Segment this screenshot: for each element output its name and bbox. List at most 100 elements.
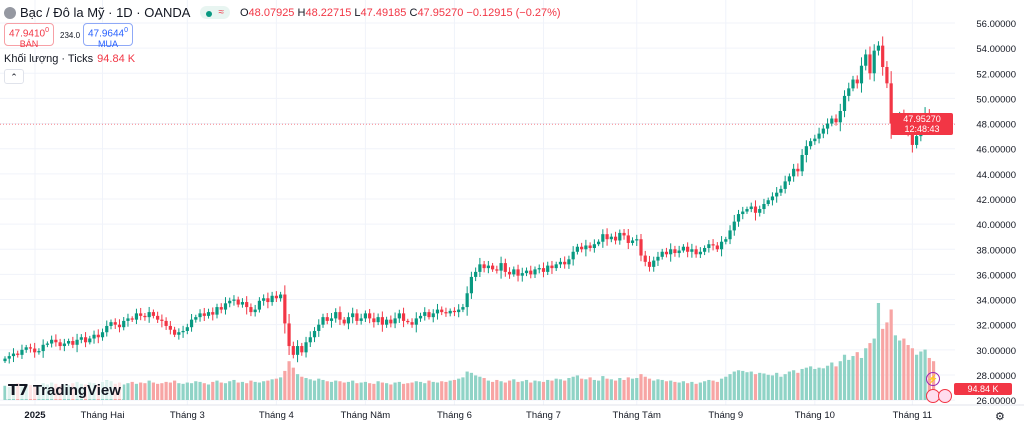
candle: [279, 291, 283, 302]
candle: [359, 313, 363, 325]
candle-body: [766, 200, 770, 205]
candle: [838, 103, 842, 132]
x-tick-label: Tháng 3: [170, 410, 205, 421]
candle-body: [732, 221, 736, 231]
y-tick-label: 54.00000: [976, 44, 1016, 55]
volume-bar: [741, 370, 745, 400]
candle-body: [240, 302, 245, 305]
candle-body: [495, 269, 499, 271]
volume-bar: [881, 328, 885, 400]
candle-body: [529, 270, 533, 275]
volume-bar: [834, 366, 838, 400]
volume-bar: [635, 378, 639, 400]
candle-body: [465, 293, 469, 308]
candle: [686, 242, 690, 258]
volume-bar: [126, 383, 130, 400]
candle: [864, 49, 868, 71]
candle-body: [20, 349, 24, 355]
candle-body: [88, 338, 92, 343]
candle: [105, 320, 109, 337]
volume-bar: [529, 382, 533, 400]
candle: [660, 248, 664, 260]
candle: [495, 265, 499, 274]
volume-bar: [715, 381, 719, 400]
settings-gear-icon[interactable]: ⚙: [995, 411, 1005, 423]
volume-bar: [787, 371, 791, 400]
candle-body: [546, 265, 550, 272]
candle: [643, 250, 647, 267]
candle: [482, 260, 486, 273]
volume-bar: [363, 381, 367, 400]
candle-body: [173, 329, 177, 335]
volume-bar: [308, 379, 312, 400]
candle-body: [715, 245, 719, 250]
candle: [787, 173, 791, 185]
candle-body: [423, 312, 427, 316]
candle-body: [512, 269, 516, 275]
volume-bar: [609, 379, 613, 400]
x-tick-label: Tháng 10: [795, 410, 835, 421]
collapse-legend-button[interactable]: ⌃: [4, 69, 24, 84]
volume-bar: [558, 379, 563, 400]
volume-bar: [588, 377, 592, 400]
candle-body: [113, 322, 117, 325]
candle-body: [435, 309, 440, 314]
candle: [143, 312, 147, 321]
volume-bar: [796, 372, 800, 400]
y-tick-label: 56.00000: [976, 19, 1016, 30]
candle: [342, 317, 346, 326]
lightning-event-icon[interactable]: ⚡: [926, 372, 940, 386]
volume-bar: [783, 374, 787, 400]
candle-body: [389, 319, 393, 324]
us-flag-event-icon-2[interactable]: [938, 389, 952, 403]
buy-button[interactable]: 47.96440 MUA: [83, 23, 133, 49]
volume-bar: [474, 375, 478, 400]
candle-body: [779, 188, 783, 193]
candle: [575, 243, 579, 255]
x-tick-label: Tháng Hai: [81, 410, 125, 421]
volume-bar: [821, 368, 825, 400]
candle: [597, 239, 601, 247]
volume-bar: [431, 381, 435, 400]
candle: [817, 127, 821, 144]
candle: [151, 309, 155, 319]
candle: [219, 303, 223, 314]
tradingview-logo[interactable]: 𝗧𝟳 TradingView: [6, 381, 123, 399]
candle-body: [266, 298, 270, 303]
candle: [3, 356, 7, 364]
symbol-title[interactable]: Bạc / Đô la Mỹ · 1D · OANDA: [20, 5, 191, 20]
candle-body: [647, 261, 652, 267]
volume-bar: [461, 377, 465, 400]
candle-body: [295, 346, 300, 355]
candle-body: [37, 351, 41, 353]
volume-bar: [223, 383, 228, 400]
candle-body: [571, 251, 575, 260]
volume-bar: [440, 381, 444, 400]
sell-button[interactable]: 47.94100 BÁN: [4, 23, 54, 49]
candle-body: [117, 324, 122, 328]
candle-body: [249, 307, 253, 313]
volume-bar: [414, 381, 418, 400]
candle-body: [385, 319, 389, 325]
candle: [189, 313, 194, 332]
candle: [28, 343, 33, 353]
candle-body: [211, 312, 215, 315]
volume-bar: [910, 348, 914, 400]
candle: [652, 256, 656, 272]
candle: [206, 308, 211, 319]
volume-bar: [571, 376, 575, 400]
market-status-badge[interactable]: ≈: [200, 6, 230, 19]
candle-body: [694, 249, 698, 255]
candle: [469, 271, 473, 299]
candle-body: [410, 322, 414, 325]
candle: [550, 260, 554, 274]
volume-bar: [736, 370, 741, 400]
candle: [100, 328, 105, 341]
candle-body: [253, 309, 257, 313]
volume-legend[interactable]: Khối lượng · Ticks 94.84 K: [4, 53, 136, 65]
candle-body: [656, 256, 660, 261]
volume-bar: [300, 376, 304, 400]
candle: [67, 338, 71, 346]
candle: [529, 265, 533, 279]
